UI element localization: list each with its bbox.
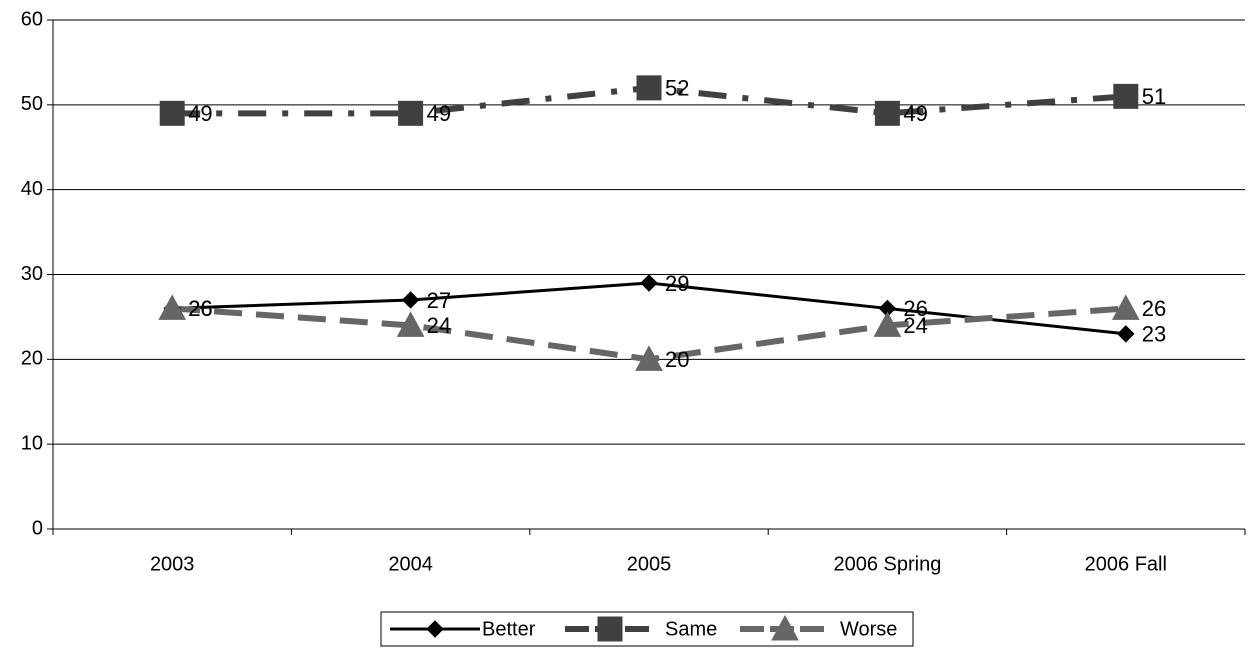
data-point xyxy=(640,274,658,292)
data-point xyxy=(635,345,663,371)
legend-label: Better xyxy=(482,618,536,640)
data-label: 23 xyxy=(1142,322,1166,347)
data-label: 20 xyxy=(665,347,689,372)
y-tick-label: 40 xyxy=(21,178,43,200)
legend-marker xyxy=(426,620,444,638)
legend: Better Same Worse xyxy=(380,611,914,647)
x-tick-label: 2005 xyxy=(627,553,672,575)
legend-marker xyxy=(771,614,799,641)
data-label: 49 xyxy=(903,101,927,126)
data-point xyxy=(398,100,424,126)
x-tick-label: 2006 Spring xyxy=(833,553,941,575)
legend-label: Worse xyxy=(840,618,897,640)
data-label: 26 xyxy=(188,296,212,321)
data-label: 49 xyxy=(427,101,451,126)
data-label: 26 xyxy=(1142,296,1166,321)
data-label: 26 xyxy=(903,296,927,321)
legend-marker xyxy=(597,616,623,642)
data-point xyxy=(1111,294,1140,320)
y-tick-label: 20 xyxy=(21,348,43,370)
data-point xyxy=(636,75,662,101)
data-label: 29 xyxy=(665,271,689,296)
data-point xyxy=(874,100,900,126)
y-tick-label: 30 xyxy=(21,263,43,285)
data-label: 24 xyxy=(903,313,927,338)
data-point xyxy=(401,291,420,309)
data-point xyxy=(159,100,185,126)
data-point xyxy=(1113,83,1139,109)
data-point xyxy=(1117,325,1135,343)
data-label: 26 xyxy=(188,296,212,321)
data-point xyxy=(158,294,187,320)
y-tick-label: 10 xyxy=(21,432,43,454)
x-tick-label: 2004 xyxy=(388,553,433,575)
data-label: 49 xyxy=(188,101,212,126)
data-point xyxy=(396,311,425,337)
data-label: 52 xyxy=(665,76,689,101)
data-point xyxy=(873,311,902,337)
y-tick-label: 60 xyxy=(21,8,43,30)
data-label: 24 xyxy=(427,313,451,338)
x-tick-label: 2003 xyxy=(150,553,195,575)
y-tick-label: 50 xyxy=(21,93,43,115)
legend-label: Same xyxy=(665,618,717,640)
data-label: 27 xyxy=(427,288,451,313)
y-tick-label: 0 xyxy=(32,517,43,539)
x-tick-label: 2006 Fall xyxy=(1085,553,1167,575)
data-label: 51 xyxy=(1142,84,1166,109)
